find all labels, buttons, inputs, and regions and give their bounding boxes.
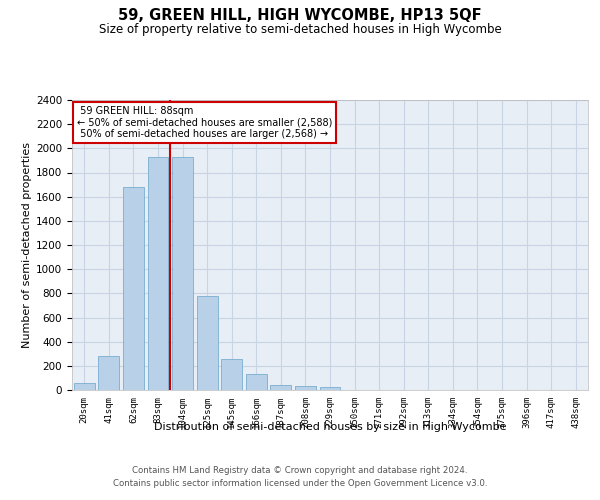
Bar [148,157,169,390]
Bar [172,157,193,390]
Y-axis label: Number of semi-detached properties: Number of semi-detached properties [22,142,32,348]
Text: Distribution of semi-detached houses by size in High Wycombe: Distribution of semi-detached houses by … [154,422,506,432]
Bar [320,387,340,390]
Bar [123,187,144,390]
Bar [197,296,218,390]
Text: Size of property relative to semi-detached houses in High Wycombe: Size of property relative to semi-detach… [98,22,502,36]
Bar [271,385,292,390]
Text: 59 GREEN HILL: 88sqm
← 50% of semi-detached houses are smaller (2,588)
 50% of s: 59 GREEN HILL: 88sqm ← 50% of semi-detac… [77,106,332,139]
Bar [246,374,267,390]
Bar [295,386,316,390]
Text: Contains HM Land Registry data © Crown copyright and database right 2024.
Contai: Contains HM Land Registry data © Crown c… [113,466,487,487]
Bar [98,356,119,390]
Bar [221,359,242,390]
Text: 59, GREEN HILL, HIGH WYCOMBE, HP13 5QF: 59, GREEN HILL, HIGH WYCOMBE, HP13 5QF [118,8,482,22]
Bar [74,384,95,390]
